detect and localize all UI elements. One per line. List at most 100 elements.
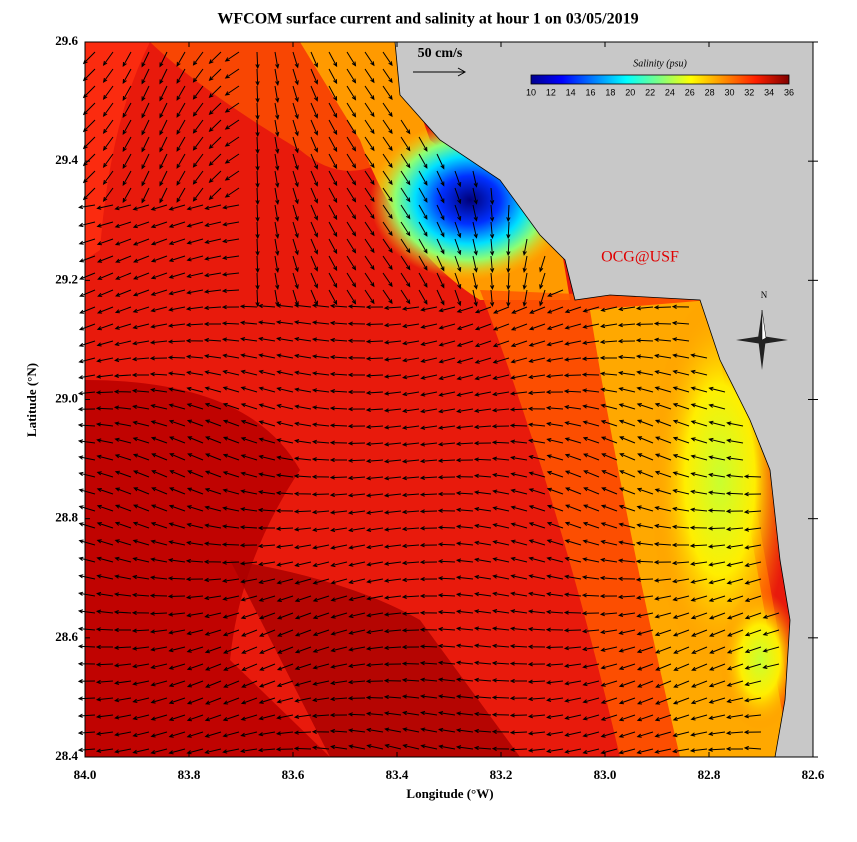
current-arrow (176, 187, 186, 203)
current-arrow (472, 255, 478, 273)
current-arrow (420, 340, 438, 346)
current-arrow (437, 508, 456, 513)
current-arrow (310, 238, 318, 255)
current-arrow (122, 136, 132, 153)
current-arrow (489, 187, 495, 206)
current-arrow (563, 628, 582, 633)
current-arrow (454, 255, 462, 273)
current-arrow (455, 711, 474, 716)
current-arrow (708, 731, 726, 736)
current-arrow (203, 305, 222, 310)
current-arrow (239, 543, 258, 548)
current-arrow (348, 561, 366, 567)
current-arrow (159, 170, 168, 187)
colorbar-tick-label: 16 (586, 87, 596, 97)
current-arrow (365, 304, 384, 310)
current-arrow (240, 454, 258, 461)
current-arrow (96, 221, 114, 228)
current-arrow (239, 304, 258, 309)
current-arrow (402, 710, 420, 716)
current-arrow (365, 493, 384, 498)
current-arrow (257, 320, 276, 325)
current-arrow (582, 436, 600, 444)
current-arrow (122, 153, 132, 170)
current-arrow (78, 539, 96, 546)
current-arrow (150, 238, 168, 246)
current-arrow (168, 663, 186, 670)
current-arrow (192, 170, 204, 185)
current-arrow (274, 102, 280, 120)
current-arrow (472, 204, 478, 222)
current-arrow (418, 289, 428, 305)
current-arrow (527, 731, 546, 736)
current-arrow (114, 421, 132, 427)
current-arrow (528, 323, 546, 331)
current-arrow (473, 626, 492, 631)
colorbar-ticks: 10 12 14 16 18 20 22 24 26 28 30 32 34 36 (526, 87, 794, 97)
current-arrow (78, 574, 96, 580)
current-arrow (159, 187, 168, 204)
current-arrow (690, 403, 708, 410)
current-arrow (545, 627, 564, 632)
current-arrow (258, 353, 276, 359)
current-arrow (328, 153, 338, 170)
current-arrow (169, 436, 186, 444)
current-arrow (364, 102, 375, 118)
current-arrow (95, 422, 114, 427)
y-tick-label: 29.2 (55, 271, 78, 286)
current-arrow (506, 289, 511, 308)
current-arrow (277, 629, 294, 637)
current-arrow (221, 304, 240, 310)
current-arrow (240, 437, 258, 444)
current-arrow (473, 408, 492, 413)
current-arrow (141, 187, 150, 204)
current-arrow (328, 221, 338, 238)
current-arrow (346, 102, 357, 118)
current-arrow (636, 370, 654, 376)
current-arrow (401, 543, 420, 549)
current-arrow (328, 238, 338, 255)
current-arrow (637, 436, 654, 444)
current-arrow (274, 85, 280, 103)
current-arrow (672, 454, 690, 461)
current-arrow (418, 255, 428, 271)
current-arrow (255, 85, 260, 104)
current-arrow (240, 489, 258, 495)
current-arrow (168, 680, 186, 687)
current-arrow (474, 574, 492, 580)
current-arrow (725, 491, 744, 496)
current-arrow (204, 386, 222, 393)
colorbar-tick-label: 12 (546, 87, 556, 97)
current-arrow (672, 436, 690, 444)
current-arrow (436, 204, 445, 221)
current-arrow (546, 487, 564, 495)
current-arrow (564, 306, 582, 314)
current-arrow (348, 595, 366, 602)
current-arrow (454, 238, 462, 256)
current-arrow (168, 387, 186, 393)
current-arrow (167, 576, 186, 581)
current-arrow (168, 540, 186, 546)
current-arrow (95, 390, 114, 395)
current-arrow (258, 420, 276, 427)
current-arrow (690, 612, 708, 620)
current-arrow (150, 714, 168, 721)
current-arrow (255, 204, 260, 223)
current-arrow (240, 595, 258, 602)
current-arrow (636, 403, 654, 410)
current-arrow (690, 420, 708, 427)
current-arrow (455, 524, 474, 529)
current-arrow (122, 102, 132, 119)
current-arrow (275, 303, 294, 308)
current-arrow (510, 574, 528, 580)
current-arrow (96, 522, 114, 529)
current-arrow (546, 421, 564, 427)
current-arrow (79, 289, 96, 297)
current-arrow (133, 504, 150, 512)
current-arrow (582, 646, 600, 652)
current-arrow (455, 609, 474, 614)
current-arrow (132, 437, 150, 444)
current-arrow (636, 505, 654, 512)
current-arrow (167, 339, 186, 344)
